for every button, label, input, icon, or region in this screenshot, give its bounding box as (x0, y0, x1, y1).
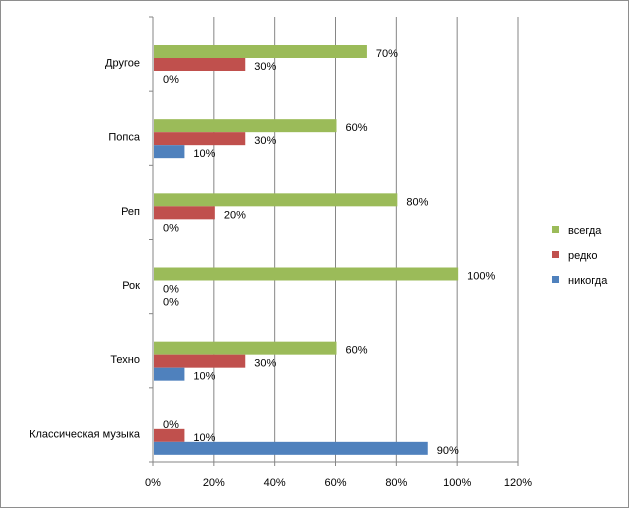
category-label: Другое (105, 58, 140, 70)
legend-swatch-никогда (552, 276, 559, 283)
legend-swatch-редко (552, 251, 559, 258)
category-label: Классическая музыка (29, 428, 141, 440)
legend-label: редко (568, 250, 597, 262)
data-label: 10% (193, 432, 215, 444)
data-label: 100% (467, 271, 495, 283)
category-label: Реп (121, 206, 140, 218)
bar-всегда (154, 119, 337, 133)
legend-label: никогда (568, 275, 608, 287)
data-label: 10% (193, 148, 215, 160)
data-label: 90% (437, 445, 459, 457)
x-tick-label: 100% (443, 477, 471, 489)
x-tick-label: 0% (145, 477, 161, 489)
data-label: 20% (224, 209, 246, 221)
x-tick-label: 40% (264, 477, 286, 489)
data-label: 30% (254, 61, 276, 73)
bar-редко (154, 132, 246, 146)
data-label: 0% (163, 74, 179, 86)
legend-label: всегда (568, 225, 602, 237)
data-label: 60% (346, 345, 368, 357)
bar-всегда (154, 341, 337, 355)
category-label: Попса (108, 132, 140, 144)
category-label: Техно (110, 354, 140, 366)
bar-всегда (154, 193, 398, 207)
legend-swatch-всегда (552, 226, 559, 233)
bar-редко (154, 354, 246, 368)
x-tick-label: 120% (504, 477, 532, 489)
x-tick-label: 80% (385, 477, 407, 489)
bar-никогда (154, 367, 185, 381)
x-tick-label: 60% (324, 477, 346, 489)
bar-всегда (154, 267, 459, 281)
data-label: 0% (163, 297, 179, 309)
data-label: 10% (193, 371, 215, 383)
bar-редко (154, 428, 185, 442)
bar-редко (154, 58, 246, 71)
x-tick-label: 20% (203, 477, 225, 489)
bar-никогда (154, 145, 185, 159)
data-label: 70% (376, 48, 398, 60)
data-label: 0% (163, 222, 179, 234)
data-label: 60% (346, 122, 368, 134)
data-label: 30% (254, 135, 276, 147)
data-label: 0% (163, 284, 179, 296)
bar-редко (154, 206, 215, 220)
bar-никогда (154, 441, 428, 455)
data-label: 80% (406, 196, 428, 208)
data-label: 0% (163, 419, 179, 431)
category-label: Рок (122, 280, 140, 292)
data-label: 30% (254, 358, 276, 370)
bar-всегда (154, 45, 367, 58)
